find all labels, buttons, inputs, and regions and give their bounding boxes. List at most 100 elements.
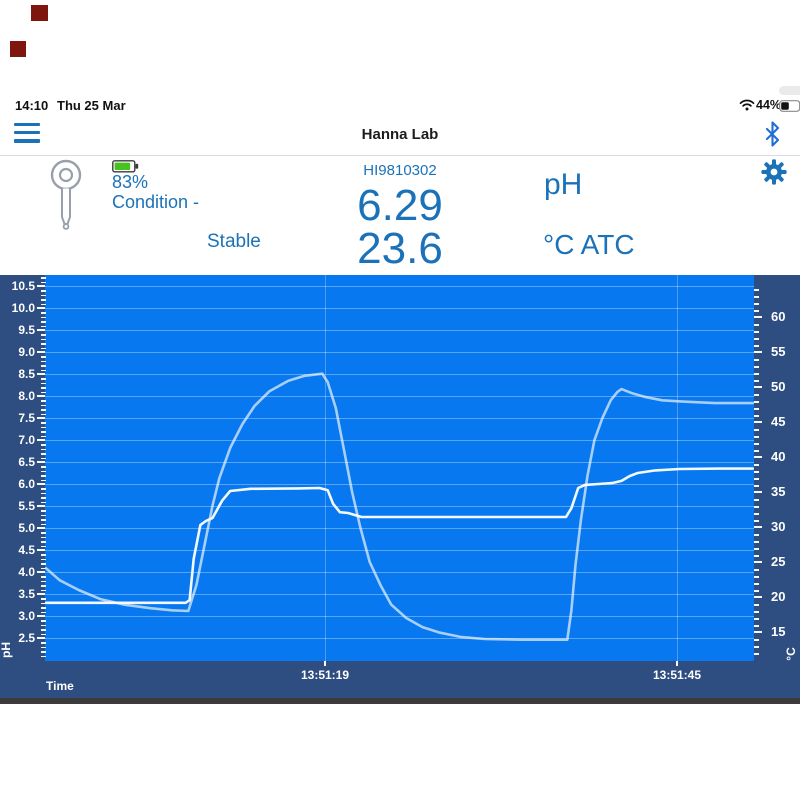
right-axis-minor-tick xyxy=(754,604,759,606)
right-axis-minor-tick xyxy=(754,548,759,550)
clock-time: 14:10 xyxy=(15,98,49,113)
left-axis-minor-tick xyxy=(40,523,46,526)
right-axis-minor-tick xyxy=(754,485,759,487)
right-axis-minor-tick xyxy=(754,303,759,305)
probe-condition-label: Condition - xyxy=(112,192,200,212)
right-axis-major-tick xyxy=(754,561,762,563)
left-axis-minor-tick xyxy=(40,580,46,583)
left-axis-tick-label: 5.0 xyxy=(18,521,35,535)
left-axis-minor-tick xyxy=(40,422,46,424)
left-axis-minor-tick xyxy=(40,343,46,345)
left-axis-minor-tick xyxy=(40,391,46,394)
x-axis-tick-label: 13:51:45 xyxy=(652,668,702,682)
bottom-divider-strip xyxy=(0,698,800,704)
gridline-horizontal xyxy=(45,572,754,573)
meter-panel: 83% Condition - Stable HI9810302 6.29 23… xyxy=(0,156,800,276)
left-axis-minor-tick xyxy=(40,607,46,609)
right-axis-minor-tick xyxy=(754,296,759,298)
right-axis-minor-tick xyxy=(754,541,759,543)
red-square-marker-2 xyxy=(10,41,26,57)
right-axis-minor-tick xyxy=(754,415,759,417)
stability-status: Stable xyxy=(207,231,261,252)
left-axis-tick-label: 3.0 xyxy=(18,609,35,623)
left-axis-minor-tick xyxy=(40,448,46,451)
right-axis-major-tick xyxy=(754,351,762,353)
left-axis-major-tick xyxy=(37,483,45,485)
bluetooth-icon[interactable] xyxy=(765,121,780,152)
left-axis-minor-tick xyxy=(40,466,46,468)
right-axis-major-tick xyxy=(754,596,762,598)
gridline-horizontal xyxy=(45,330,754,331)
left-axis-minor-tick xyxy=(40,360,46,363)
gridline-horizontal xyxy=(45,616,754,617)
left-axis-minor-tick xyxy=(40,347,46,350)
right-axis-tick-label: 25 xyxy=(771,554,786,569)
left-axis-minor-tick xyxy=(40,585,46,587)
right-axis-minor-tick xyxy=(754,373,759,375)
left-axis-major-tick xyxy=(37,329,45,331)
gridline-horizontal xyxy=(45,396,754,397)
left-axis-minor-tick xyxy=(40,598,46,600)
left-axis-minor-tick xyxy=(40,303,46,306)
left-axis-minor-tick xyxy=(40,404,46,407)
right-axis-tick-label: 40 xyxy=(771,449,786,464)
left-axis-major-tick xyxy=(37,439,45,441)
right-axis-minor-tick xyxy=(754,408,759,410)
right-axis-tick-label: 15 xyxy=(771,624,786,639)
settings-gear-icon[interactable] xyxy=(761,159,787,190)
right-axis-minor-tick xyxy=(754,611,759,613)
menu-bar-1 xyxy=(14,123,40,127)
left-axis-tick-label: 10.0 xyxy=(11,301,35,315)
left-axis-tick-label: 4.0 xyxy=(18,565,35,579)
x-axis-tick-label: 13:51:19 xyxy=(300,668,350,682)
plot-area[interactable] xyxy=(45,275,754,661)
gridline-horizontal xyxy=(45,352,754,353)
left-axis-tick-label: 7.0 xyxy=(18,433,35,447)
left-axis-minor-tick xyxy=(40,365,46,367)
left-axis-minor-tick xyxy=(40,545,46,548)
trend-chart: Time pH °C 10.5 10.0 9.5 9.0 8.5 8.0 7.5 7.0 6.5… xyxy=(0,275,800,700)
left-axis-major-tick xyxy=(37,395,45,397)
left-axis-minor-tick xyxy=(40,602,46,605)
left-axis-minor-tick xyxy=(40,492,46,495)
left-axis-major-tick xyxy=(37,351,45,353)
left-axis-minor-tick xyxy=(40,475,46,477)
left-axis-minor-tick xyxy=(40,444,46,446)
temperature-unit-label: °C ATC xyxy=(543,229,635,260)
menu-button[interactable] xyxy=(14,123,40,143)
left-axis-minor-tick xyxy=(40,400,46,402)
left-axis-minor-tick xyxy=(40,620,46,622)
left-axis-tick-label: 3.5 xyxy=(18,587,35,601)
right-axis-tick-label: 45 xyxy=(771,414,786,429)
right-axis-minor-tick xyxy=(754,478,759,480)
left-axis-major-tick xyxy=(37,373,45,375)
device-id: HI9810302 xyxy=(363,162,437,179)
right-axis-minor-tick xyxy=(754,450,759,452)
right-axis-minor-tick xyxy=(754,639,759,641)
right-axis-minor-tick xyxy=(754,401,759,403)
right-axis-minor-tick xyxy=(754,506,759,508)
right-axis-minor-tick xyxy=(754,646,759,648)
left-axis-minor-tick xyxy=(40,532,46,534)
clock-date: Thu 25 Mar xyxy=(57,98,126,113)
left-axis-minor-tick xyxy=(40,431,46,433)
left-axis-minor-tick xyxy=(40,510,46,512)
left-axis-tick-label: 6.0 xyxy=(18,477,35,491)
gridline-horizontal xyxy=(45,374,754,375)
menu-bar-2 xyxy=(14,131,40,135)
x-axis-title: Time xyxy=(46,679,74,693)
right-axis-minor-tick xyxy=(754,289,759,291)
left-axis-minor-tick xyxy=(40,378,46,380)
left-axis-minor-tick xyxy=(40,567,46,570)
left-axis-major-tick xyxy=(37,593,45,595)
right-axis-minor-tick xyxy=(754,310,759,312)
gridline-vertical xyxy=(324,275,326,661)
left-axis-minor-tick xyxy=(40,325,46,328)
left-axis-minor-tick xyxy=(40,457,46,460)
menu-bar-3 xyxy=(14,139,40,143)
probe-battery-level: 83% xyxy=(112,172,149,192)
right-axis-minor-tick xyxy=(754,534,759,536)
left-axis-minor-tick xyxy=(40,563,46,565)
left-axis-tick-label: 10.5 xyxy=(11,279,35,293)
left-axis-major-tick xyxy=(37,285,45,287)
